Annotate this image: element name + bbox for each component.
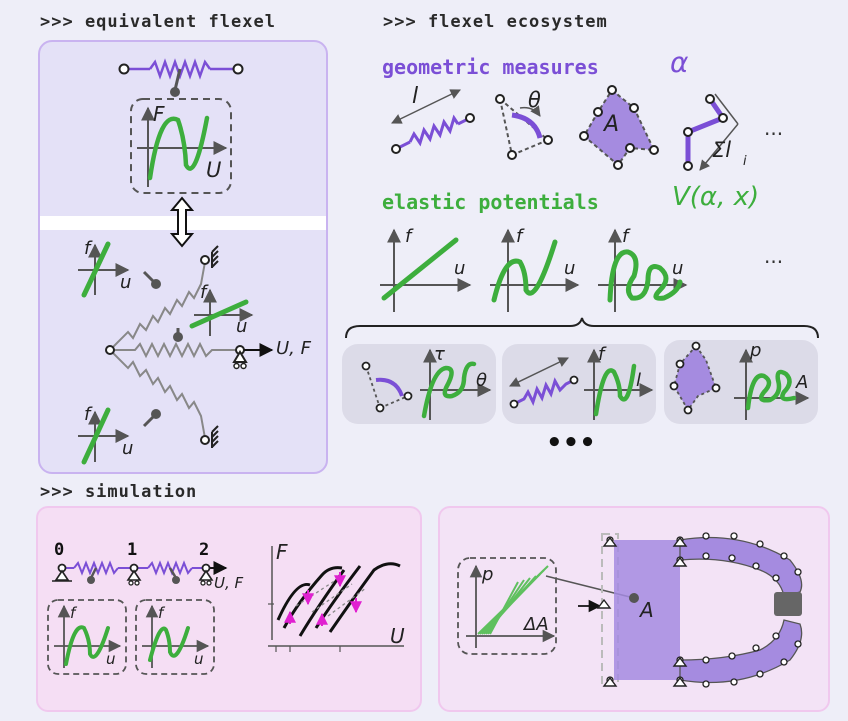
combo-box-angle bbox=[342, 344, 496, 424]
small-plot-bottom-left bbox=[78, 407, 130, 465]
plot-tl-y: f bbox=[84, 238, 91, 259]
small-plot-top-left bbox=[78, 241, 130, 298]
combo-length-x: l bbox=[636, 370, 642, 391]
soft-actuator bbox=[578, 532, 803, 688]
plot-mr-y: f bbox=[200, 282, 207, 303]
node-1: 1 bbox=[127, 540, 138, 560]
sum-length-label: Σl bbox=[712, 138, 732, 162]
sub2-x: u bbox=[194, 650, 204, 668]
hysteresis-x: U bbox=[390, 624, 405, 648]
alpha-symbol: α bbox=[670, 46, 689, 79]
plot-tl-x: u bbox=[120, 272, 132, 293]
top-force-plot bbox=[130, 98, 232, 194]
potential-2-y: f bbox=[516, 226, 523, 247]
header-equivalent-flexel: >>> equivalent flexel bbox=[40, 12, 276, 32]
node-2: 2 bbox=[199, 540, 210, 560]
potential-plot-snap bbox=[490, 228, 580, 312]
sub2-y: f bbox=[158, 604, 164, 622]
sim-subplot-2 bbox=[135, 599, 215, 675]
area-label: A bbox=[604, 112, 620, 137]
curly-brace bbox=[345, 317, 819, 339]
hysteresis-plot bbox=[268, 546, 404, 652]
hysteresis-y: F bbox=[276, 540, 288, 564]
sim-subplot-1 bbox=[47, 599, 127, 675]
network-load-label: U, F bbox=[276, 338, 311, 359]
potential-2-x: u bbox=[564, 258, 576, 279]
theta-label: θ bbox=[528, 88, 541, 112]
top-plot-y-label: F bbox=[153, 102, 165, 126]
area-measure-icon bbox=[579, 85, 659, 170]
combo-area-y: p bbox=[750, 340, 762, 361]
sum-length-subscript: i bbox=[743, 154, 747, 169]
equivalence-arrow bbox=[169, 196, 195, 248]
combo-area-x: A bbox=[796, 372, 809, 393]
sub1-y: f bbox=[70, 604, 76, 622]
spring-network bbox=[105, 245, 274, 448]
pressure-plot bbox=[457, 557, 635, 655]
sum-length-measure-icon bbox=[683, 93, 739, 171]
header-flexel-ecosystem: >>> flexel ecosystem bbox=[383, 12, 608, 32]
potential-symbol: V(α, x) bbox=[672, 182, 760, 212]
length-measure-icon bbox=[391, 89, 475, 154]
combo-length-y: f bbox=[598, 344, 605, 365]
combo-length bbox=[509, 348, 654, 420]
combo-angle-x: θ bbox=[476, 370, 488, 391]
potential-3-x: u bbox=[672, 258, 684, 279]
potential-1-y: f bbox=[405, 226, 412, 247]
geometric-measures-label: geometric measures bbox=[382, 55, 599, 79]
small-plot-mid-right bbox=[189, 288, 254, 336]
plot-mr-x: u bbox=[236, 316, 248, 337]
plot-bl-x: u bbox=[122, 438, 134, 459]
combo-area bbox=[669, 341, 810, 420]
potential-plot-linear bbox=[380, 228, 472, 312]
combo-angle-y: τ bbox=[434, 344, 445, 365]
angle-measure-icon bbox=[495, 94, 553, 160]
elastic-potentials-label: elastic potentials bbox=[382, 190, 599, 214]
more-combos-dots: ••• bbox=[546, 428, 596, 458]
node-0: 0 bbox=[54, 540, 65, 560]
potential-3-y: f bbox=[622, 226, 629, 247]
header-simulation: >>> simulation bbox=[40, 482, 198, 502]
ellipsis-potentials: ... bbox=[764, 244, 784, 268]
length-label: l bbox=[412, 84, 419, 109]
equivalent-flexel-panel bbox=[38, 40, 328, 474]
potential-plot-loops bbox=[598, 228, 688, 312]
top-purple-spring bbox=[118, 58, 244, 97]
pressure-x: ΔA bbox=[524, 614, 549, 635]
top-plot-x-label: U bbox=[206, 158, 222, 182]
sub1-x: u bbox=[106, 650, 116, 668]
ellipsis-geometric: ... bbox=[764, 116, 784, 140]
plot-bl-y: f bbox=[84, 404, 91, 425]
actuator-area-label: A bbox=[640, 598, 654, 622]
sim-chain bbox=[52, 560, 228, 586]
sim-load-label: U, F bbox=[214, 574, 244, 592]
pressure-y: p bbox=[482, 564, 494, 585]
potential-1-x: u bbox=[454, 258, 466, 279]
combo-angle bbox=[361, 348, 492, 420]
